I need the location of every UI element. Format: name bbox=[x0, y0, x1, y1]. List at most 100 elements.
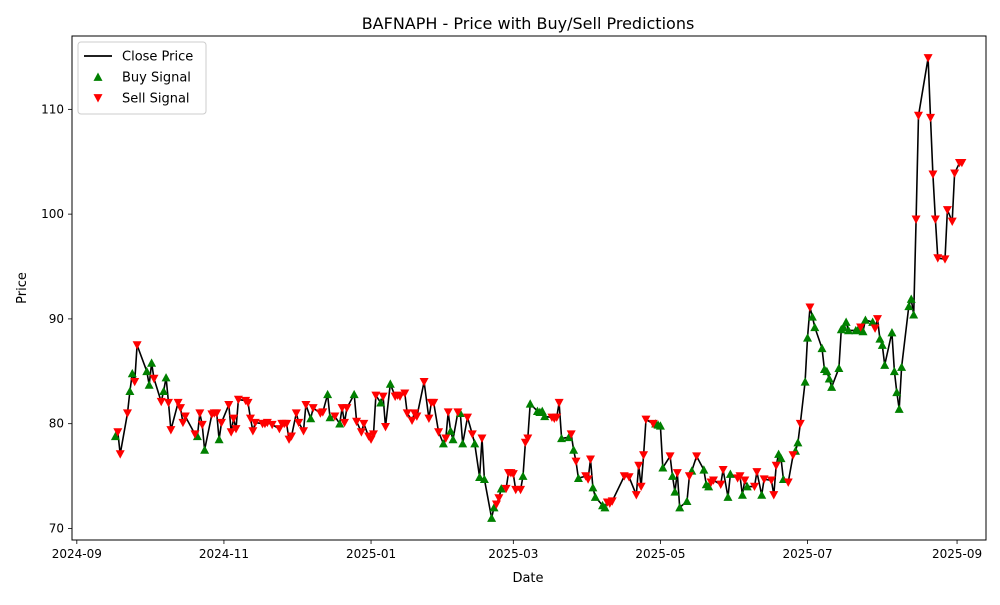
sell-signal-marker bbox=[516, 485, 526, 495]
buy-signal-marker bbox=[877, 340, 887, 349]
sell-signal-marker bbox=[795, 419, 805, 429]
buy-signal-marker bbox=[335, 419, 345, 428]
legend: Close Price Buy Signal Sell Signal bbox=[77, 41, 207, 115]
sell-signal-marker bbox=[371, 391, 381, 400]
buy-signal-marker bbox=[810, 322, 820, 332]
sell-signal-marker bbox=[607, 497, 617, 506]
buy-signal-marker bbox=[875, 334, 885, 343]
sell-signal-marker bbox=[233, 395, 243, 405]
buy-signal-marker bbox=[670, 487, 680, 496]
buy-signal-marker bbox=[475, 472, 485, 481]
buy-signal-marker bbox=[142, 366, 152, 376]
x-tick-label: 2025-05 bbox=[635, 547, 685, 561]
sell-signal-marker bbox=[636, 482, 646, 492]
legend-buy-swatch bbox=[93, 72, 103, 81]
buy-signal-marker bbox=[125, 386, 135, 396]
sell-signal-marker bbox=[453, 408, 463, 417]
buy-signal-marker bbox=[860, 315, 870, 324]
buy-signal-marker bbox=[868, 317, 878, 326]
x-tick-label: 2024-09 bbox=[52, 547, 102, 561]
buy-signal-marker bbox=[110, 431, 120, 441]
y-tick-label: 100 bbox=[41, 207, 64, 221]
buy-signal-marker bbox=[817, 343, 827, 353]
sell-signal-marker bbox=[571, 457, 581, 466]
sell-signal-marker bbox=[195, 409, 205, 418]
sell-signal-marker bbox=[231, 425, 241, 434]
sell-signal-marker bbox=[407, 416, 417, 426]
buy-signal-marker bbox=[894, 404, 904, 413]
sell-signal-marker bbox=[301, 401, 311, 410]
sell-signal-marker bbox=[872, 315, 882, 324]
sell-signal-marker bbox=[291, 409, 301, 418]
y-tick-label: 90 bbox=[49, 312, 64, 326]
sell-signal-marker bbox=[566, 430, 576, 439]
sell-signal-marker bbox=[501, 484, 511, 494]
sell-signal-marker bbox=[166, 426, 176, 435]
sell-signal-marker bbox=[692, 452, 702, 461]
sell-signal-marker bbox=[735, 472, 745, 481]
buy-signal-marker bbox=[793, 438, 803, 447]
buy-signal-marker bbox=[470, 439, 480, 448]
sell-signal-marker bbox=[180, 412, 190, 421]
sell-signal-marker bbox=[149, 374, 159, 384]
x-axis: 2024-09 2024-11 2025-01 2025-03 2025-05 2025-… bbox=[52, 540, 982, 561]
buy-signal-marker bbox=[725, 469, 735, 478]
legend-sell-swatch bbox=[93, 94, 103, 103]
sell-signal-marker bbox=[552, 413, 562, 422]
sell-signal-marker bbox=[926, 113, 936, 123]
sell-signal-marker bbox=[554, 398, 564, 408]
buy-signal-marker bbox=[214, 434, 224, 444]
buy-signal-marker bbox=[161, 373, 171, 382]
sell-signal-marker bbox=[759, 475, 769, 484]
sell-signal-marker bbox=[356, 428, 366, 437]
sell-signal-marker bbox=[176, 404, 186, 413]
sell-signal-marker bbox=[163, 398, 173, 408]
buy-signal-marker bbox=[897, 362, 907, 371]
buy-signal-marker bbox=[742, 482, 752, 491]
sell-signal-marker bbox=[718, 465, 728, 475]
sell-signal-marker bbox=[299, 427, 309, 436]
buy-signal-marker bbox=[699, 465, 709, 474]
buy-signal-marker bbox=[458, 439, 468, 448]
sell-signal-marker bbox=[359, 419, 369, 429]
sell-signal-marker bbox=[250, 418, 260, 428]
buy-signal-marker bbox=[906, 294, 916, 303]
x-tick-label: 2024-11 bbox=[199, 547, 249, 561]
y-tick-label: 70 bbox=[49, 521, 64, 535]
sell-signal-marker bbox=[330, 412, 340, 421]
sell-signal-marker bbox=[400, 389, 410, 398]
sell-signal-marker bbox=[856, 323, 866, 332]
buy-signal-marker bbox=[376, 398, 386, 407]
sell-signal-marker bbox=[467, 430, 477, 439]
sell-signal-marker bbox=[342, 404, 352, 413]
sell-signal-marker bbox=[631, 491, 641, 500]
sell-signal-marker bbox=[665, 452, 675, 461]
buy-signal-marker bbox=[807, 312, 817, 321]
sell-signal-marker bbox=[957, 158, 967, 168]
sell-signal-marker bbox=[419, 377, 429, 387]
sell-signal-marker bbox=[930, 215, 940, 224]
buy-signal-marker bbox=[200, 445, 210, 454]
sell-signal-marker bbox=[441, 434, 451, 443]
sell-signal-marker bbox=[788, 451, 798, 460]
buy-signal-marker bbox=[757, 490, 767, 499]
buy-signal-marker bbox=[887, 328, 897, 337]
sell-signal-marker bbox=[212, 409, 222, 418]
buy-signal-marker bbox=[667, 471, 677, 480]
sell-signal-marker bbox=[477, 434, 487, 443]
buy-signal-marker bbox=[880, 360, 890, 369]
buy-signal-marker bbox=[737, 490, 747, 499]
buy-signal-marker bbox=[487, 513, 497, 522]
sell-signal-marker bbox=[156, 397, 166, 407]
buy-signal-marker bbox=[909, 310, 919, 319]
buy-signal-marker bbox=[827, 382, 837, 391]
buy-signal-marker bbox=[675, 503, 685, 512]
buy-signal-marker bbox=[803, 333, 813, 342]
buy-signal-marker bbox=[682, 496, 692, 506]
sell-signal-marker bbox=[805, 303, 815, 312]
buy-signal-marker bbox=[655, 421, 665, 430]
sell-signal-marker bbox=[494, 494, 504, 503]
sell-signal-marker bbox=[913, 111, 923, 121]
sell-signal-marker bbox=[115, 450, 125, 459]
sell-signal-marker bbox=[197, 420, 207, 430]
